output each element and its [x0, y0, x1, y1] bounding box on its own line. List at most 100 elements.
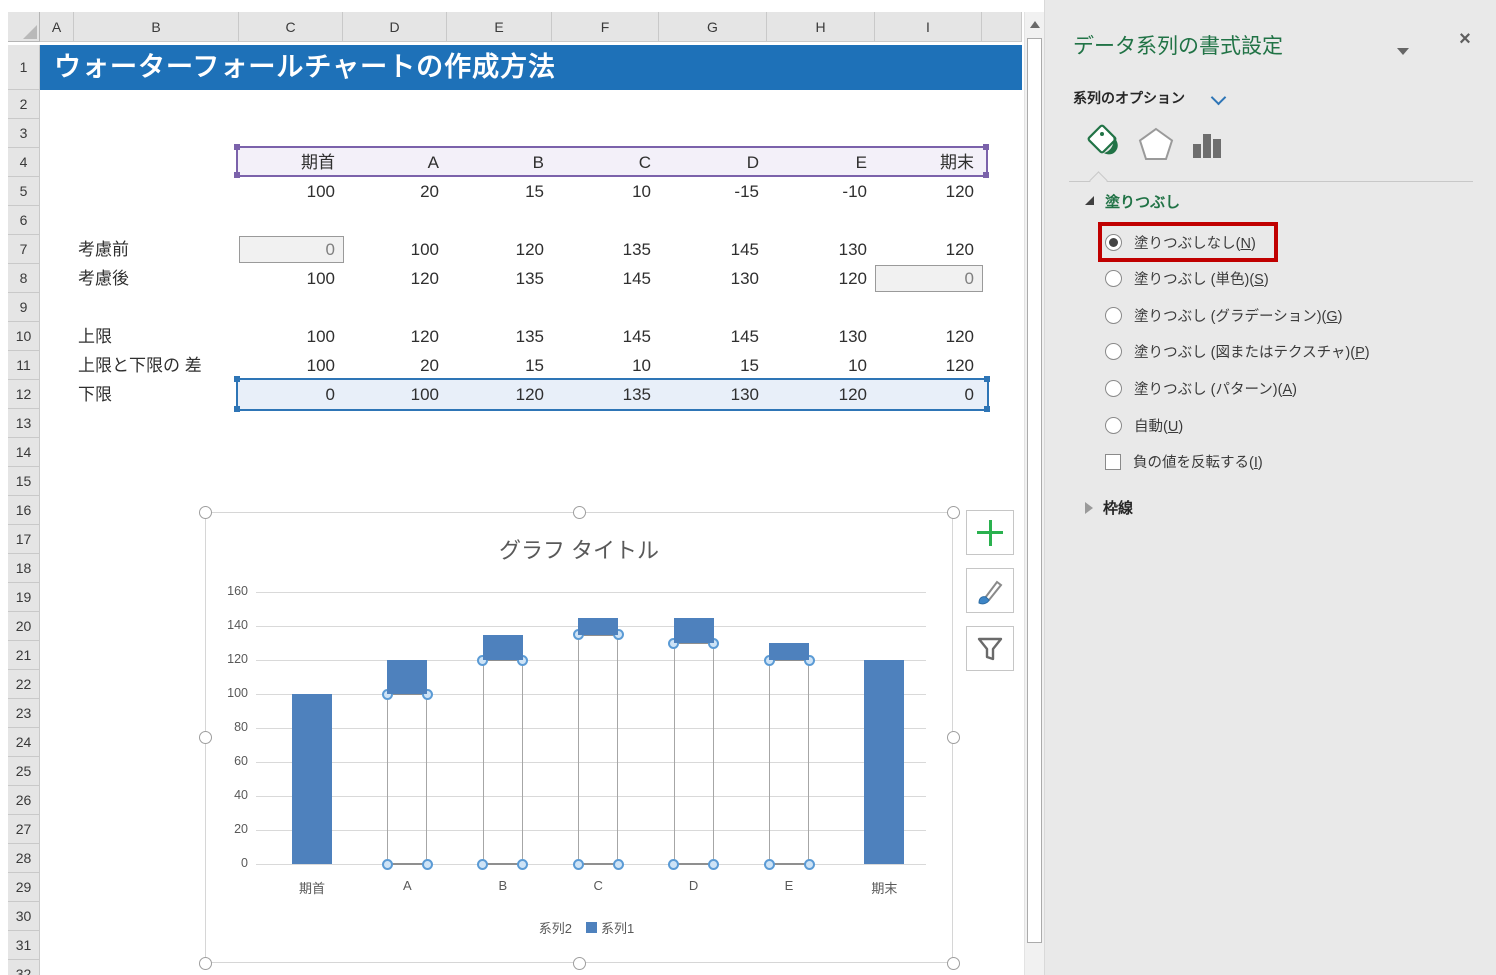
row-header-14[interactable]: 14: [8, 438, 40, 467]
row-header-18[interactable]: 18: [8, 554, 40, 583]
row-header-20[interactable]: 20: [8, 612, 40, 641]
data-point-handle[interactable]: [708, 637, 720, 649]
collapse-triangle-icon[interactable]: [1085, 196, 1094, 205]
row-header-2[interactable]: 2: [8, 90, 40, 119]
data-point-handle[interactable]: [572, 858, 584, 870]
fill-option-S[interactable]: 塗りつぶし (単色)(S): [1105, 261, 1269, 297]
series2-bar-top[interactable]: [387, 693, 428, 695]
data-point-handle[interactable]: [421, 858, 433, 870]
table-cell[interactable]: 120: [945, 356, 974, 375]
row-header-27[interactable]: 27: [8, 815, 40, 844]
data-point-handle[interactable]: [803, 654, 815, 666]
table-cell[interactable]: 15: [525, 182, 544, 201]
chart-frame-handle[interactable]: [946, 505, 960, 519]
column-header-A[interactable]: A: [40, 12, 74, 42]
table-cell[interactable]: 130: [730, 385, 759, 404]
series1-bar[interactable]: [769, 643, 809, 660]
radio-button[interactable]: [1105, 270, 1122, 288]
range-handle[interactable]: [983, 172, 989, 178]
scrollbar-thumb[interactable]: [1027, 38, 1042, 943]
range-handle[interactable]: [984, 376, 990, 382]
table-cell[interactable]: 15: [740, 356, 759, 375]
row-header-17[interactable]: 17: [8, 525, 40, 554]
row-header-15[interactable]: 15: [8, 467, 40, 496]
checkbox[interactable]: [1105, 453, 1121, 470]
series1-bar[interactable]: [578, 617, 619, 635]
table-cell[interactable]: 120: [945, 327, 974, 346]
chart-legend[interactable]: 系列2 系列1: [206, 918, 952, 937]
row-header-6[interactable]: 6: [8, 206, 40, 235]
table-cell[interactable]: 20: [420, 182, 439, 201]
table-cell[interactable]: 0: [325, 240, 335, 259]
column-header-B[interactable]: B: [74, 12, 239, 42]
fill-section-header[interactable]: 塗りつぶし: [1105, 194, 1181, 211]
table-cell[interactable]: 145: [730, 240, 759, 259]
table-cell[interactable]: 0: [325, 385, 335, 404]
table-cell[interactable]: 0: [964, 269, 974, 288]
data-point-handle[interactable]: [517, 654, 529, 666]
pane-options-caret-icon[interactable]: [1397, 48, 1409, 55]
table-cell[interactable]: 145: [622, 269, 651, 288]
table-cell[interactable]: 130: [730, 269, 759, 288]
data-point-handle[interactable]: [763, 858, 775, 870]
table-cell[interactable]: 20: [420, 356, 439, 375]
legend-item[interactable]: 系列1: [586, 918, 634, 937]
table-cell[interactable]: 10: [632, 356, 651, 375]
column-header-G[interactable]: G: [659, 12, 767, 42]
table-cell[interactable]: 135: [622, 385, 651, 404]
pane-close-button[interactable]: ×: [1459, 28, 1471, 50]
table-cell[interactable]: 120: [515, 240, 544, 259]
table-cell[interactable]: 120: [945, 240, 974, 259]
chart[interactable]: グラフ タイトル 0 20 40 60 80 100 120 140 160 期首 A B C D E 期末 …: [205, 512, 953, 963]
table-cell[interactable]: 120: [410, 269, 439, 288]
fill-option-P[interactable]: 塗りつぶし (図またはテクスチャ)(P): [1105, 334, 1370, 370]
range-handle[interactable]: [983, 144, 989, 150]
series2-bar-edge[interactable]: [387, 694, 389, 864]
row-header-29[interactable]: 29: [8, 873, 40, 902]
range-handle[interactable]: [234, 406, 240, 412]
table-cell[interactable]: 120: [838, 269, 867, 288]
border-section-header[interactable]: 枠線: [1085, 497, 1133, 518]
table-cell[interactable]: 100: [306, 356, 335, 375]
chart-elements-button[interactable]: [966, 510, 1014, 555]
legend-item[interactable]: 系列2: [524, 918, 572, 937]
table-cell[interactable]: 145: [730, 327, 759, 346]
series2-bar-top[interactable]: [673, 642, 714, 644]
series2-bar-bottom[interactable]: [769, 863, 809, 865]
radio-button[interactable]: [1105, 416, 1122, 434]
data-point-handle[interactable]: [381, 858, 393, 870]
tab-fill-and-line[interactable]: [1085, 122, 1125, 167]
series2-bar-top[interactable]: [482, 659, 523, 661]
column-header-partial[interactable]: [982, 12, 1022, 42]
table-cell[interactable]: 120: [515, 385, 544, 404]
data-point-handle[interactable]: [612, 629, 624, 640]
series2-bar-edge[interactable]: [673, 643, 675, 864]
tab-effects[interactable]: [1137, 126, 1175, 167]
fill-option-N[interactable]: 塗りつぶしなし(N): [1105, 224, 1256, 260]
column-header-D[interactable]: D: [343, 12, 447, 42]
row-header-8[interactable]: 8: [8, 264, 40, 293]
row-header-3[interactable]: 3: [8, 119, 40, 148]
row-header-30[interactable]: 30: [8, 902, 40, 931]
chart-frame-handle[interactable]: [198, 505, 212, 519]
chevron-down-icon[interactable]: [1210, 89, 1227, 106]
row-header-16[interactable]: 16: [8, 496, 40, 525]
series2-bar-edge[interactable]: [578, 634, 580, 864]
data-point-handle[interactable]: [668, 858, 680, 870]
data-point-handle[interactable]: [708, 858, 720, 870]
range-handle[interactable]: [234, 144, 240, 150]
table-cell[interactable]: 100: [410, 385, 439, 404]
radio-button[interactable]: [1105, 343, 1122, 361]
series2-bar-edge[interactable]: [482, 660, 484, 864]
row-header-28[interactable]: 28: [8, 844, 40, 873]
range-handle[interactable]: [234, 376, 240, 382]
table-cell[interactable]: -15: [734, 182, 759, 201]
column-header-C[interactable]: C: [239, 12, 343, 42]
table-cell[interactable]: 145: [622, 327, 651, 346]
series2-bar-bottom[interactable]: [578, 863, 619, 865]
series2-bar-bottom[interactable]: [387, 863, 428, 865]
column-header-F[interactable]: F: [552, 12, 659, 42]
table-cell[interactable]: 15: [525, 356, 544, 375]
row-header-11[interactable]: 11: [8, 351, 40, 380]
series-options-label[interactable]: 系列のオプション: [1073, 90, 1185, 106]
